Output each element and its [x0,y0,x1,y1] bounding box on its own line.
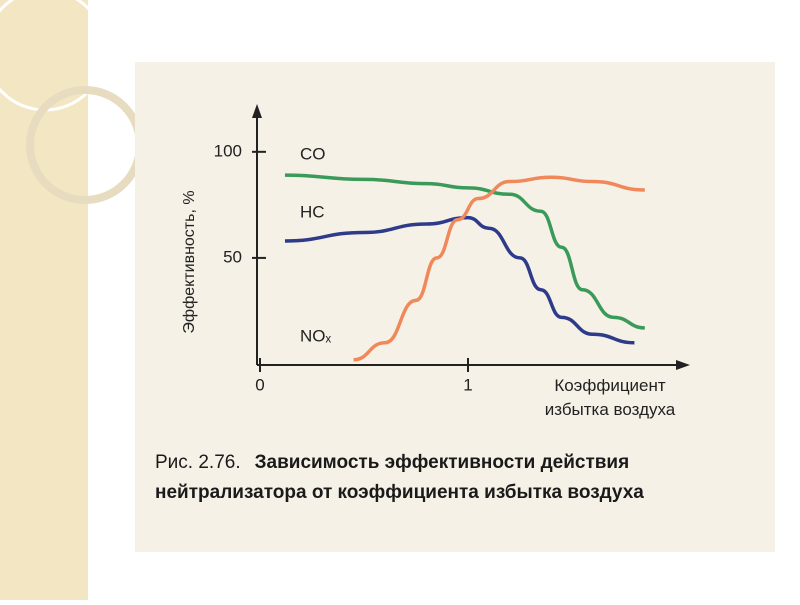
series-line [284,173,645,330]
y-arrow [252,104,262,118]
x-tick-label: 1 [463,375,472,394]
picture [135,62,775,552]
series-label: NOₓ [300,326,332,345]
series-line [353,175,645,362]
series-line [284,215,635,345]
x-arrow [676,360,690,370]
series-label: CO [300,144,326,163]
y-axis-label: Эффективность, % [181,190,198,333]
caption-text: Зависимость эффективности действия нейтр… [155,452,644,503]
x-axis-label: Коэффициент избытка воздуха [544,376,676,419]
x-label-box: Коэффициент избытка воздуха [544,376,676,419]
caption-box: Рис. 2.76. Зависимость эффективности дейс… [155,448,730,508]
plot: Эффективность, % 50 100 0 1 CO HC NOₓ [181,104,690,394]
y-tick-label: 50 [223,247,242,266]
x-tick-label: 0 [255,375,264,394]
caption-label: Рис. 2.76. [155,452,241,473]
y-tick-label: 100 [214,141,242,160]
caption: Рис. 2.76. Зависимость эффективности дейс… [155,448,730,508]
side-band [0,0,88,600]
series-label: HC [300,202,325,221]
